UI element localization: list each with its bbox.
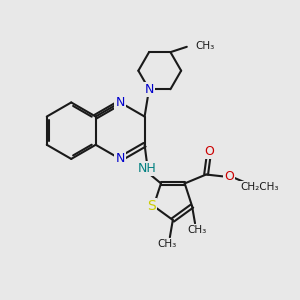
Text: CH₃: CH₃ (158, 239, 177, 249)
Text: S: S (147, 199, 156, 213)
Text: O: O (204, 145, 214, 158)
Text: CH₃: CH₃ (188, 225, 207, 235)
Text: NH: NH (138, 162, 157, 175)
Text: N: N (116, 152, 125, 165)
Text: CH₂CH₃: CH₂CH₃ (240, 182, 279, 192)
Text: N: N (144, 83, 154, 96)
Text: CH₃: CH₃ (195, 41, 214, 51)
Text: N: N (116, 96, 125, 109)
Text: O: O (224, 170, 234, 183)
